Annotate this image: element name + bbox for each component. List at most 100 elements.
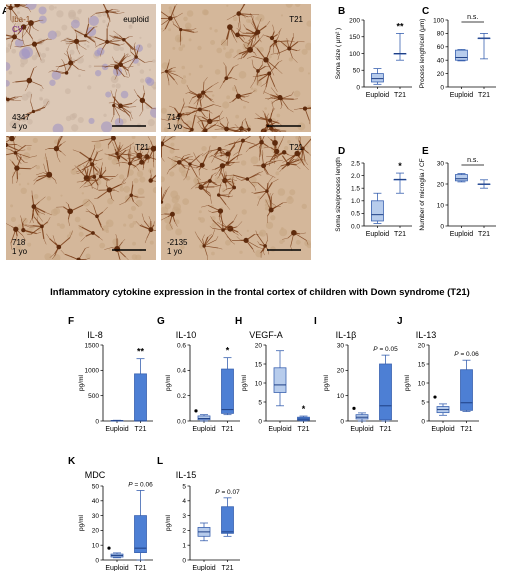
chart-title: IL-13 xyxy=(416,330,437,340)
microglia-cell xyxy=(182,104,222,119)
microglia-cell xyxy=(293,106,311,125)
microglia-cell xyxy=(166,153,194,175)
microglia-cell xyxy=(110,89,131,123)
y-tick-label: 0.0 xyxy=(177,418,186,425)
box-euploid xyxy=(110,552,124,559)
box-body xyxy=(221,506,234,534)
y-tick-label: 0 xyxy=(421,418,425,425)
y-tick-label: 0 xyxy=(95,557,99,564)
box-euploid xyxy=(371,68,384,85)
y-axis-label: Soma size/process length xyxy=(335,157,342,232)
microglia-cell xyxy=(161,211,178,230)
outlier-point xyxy=(194,409,198,413)
significance-label: * xyxy=(398,161,402,171)
micrograph-cells xyxy=(161,4,311,132)
microglia-cell xyxy=(216,179,234,210)
chart-title: IL-1β xyxy=(336,330,357,340)
box-t21 xyxy=(477,179,491,189)
y-tick-label: 15 xyxy=(418,361,426,368)
microglia-cell xyxy=(219,62,239,89)
microglia-cell xyxy=(226,233,264,253)
chart-panel-c: C 0 20 40 60 80 100 Process length/cell (μm) Eup… xyxy=(419,6,496,99)
micrograph-cells xyxy=(161,136,311,260)
box-body xyxy=(221,368,234,414)
microglia-cell xyxy=(161,59,184,86)
x-tick-label: T21 xyxy=(460,426,472,433)
x-tick-label: T21 xyxy=(478,231,490,238)
microglia-cell xyxy=(76,159,99,190)
y-tick-label: 0 xyxy=(440,223,444,230)
y-axis-label: Process length/cell (μm) xyxy=(419,19,426,89)
box-body xyxy=(134,373,147,422)
microglia-cell xyxy=(263,87,283,110)
box-euploid xyxy=(455,49,468,62)
microglia-cell xyxy=(282,230,309,251)
y-axis-label: pg/ml xyxy=(323,375,330,391)
y-tick-label: 20 xyxy=(255,342,263,349)
y-tick-label: 10 xyxy=(337,393,345,400)
micrograph-t21-2135 xyxy=(161,136,311,260)
y-tick-label: 1500 xyxy=(85,342,100,349)
panel-letter-k: K xyxy=(68,456,76,467)
microglia-cell xyxy=(12,66,44,92)
microglia-cell xyxy=(254,101,282,132)
microglia-cell xyxy=(48,58,76,75)
microglia-cell xyxy=(282,136,309,171)
x-tick-label: Euploid xyxy=(105,426,128,433)
significance-label: * xyxy=(226,346,230,356)
microglia-cell xyxy=(92,178,127,202)
y-tick-label: 30 xyxy=(92,513,100,520)
y-tick-label: 2.5 xyxy=(351,160,360,167)
y-tick-label: 2 xyxy=(182,528,186,535)
panel-letter-c: C xyxy=(422,6,429,17)
outlier-point xyxy=(352,406,356,410)
microglia-cell xyxy=(260,110,279,132)
microglia-cell xyxy=(6,223,27,250)
micrograph-t21-718 xyxy=(6,136,156,260)
outlier-point xyxy=(433,395,437,399)
box-t21 xyxy=(393,172,407,194)
y-axis-label: pg/ml xyxy=(165,515,172,531)
stain-label-iba1: Iba-1 xyxy=(12,15,31,24)
chart-title: MDC xyxy=(85,470,106,480)
microglia-cell xyxy=(201,147,232,163)
panel-letter-h: H xyxy=(235,316,242,327)
microglia-cell xyxy=(251,176,279,206)
microglia-cell xyxy=(87,22,126,57)
stain-label-cv: CV xyxy=(12,25,24,34)
x-tick-label: Euploid xyxy=(431,426,454,433)
box-euploid xyxy=(355,412,369,422)
x-tick-label: Euploid xyxy=(268,426,291,433)
x-tick-label: Euploid xyxy=(192,426,215,433)
significance-label: P = 0.05 xyxy=(373,346,398,353)
microglia-cell xyxy=(135,213,156,244)
microglia-cell xyxy=(209,214,238,245)
x-tick-label: T21 xyxy=(134,426,146,433)
box-euploid xyxy=(110,419,124,422)
x-tick-label: T21 xyxy=(394,92,406,99)
y-tick-label: 20 xyxy=(92,528,100,535)
microglia-cell xyxy=(233,117,251,132)
x-tick-label: Euploid xyxy=(350,426,373,433)
panel-letter-g: G xyxy=(157,316,165,327)
y-tick-label: 5 xyxy=(258,399,262,406)
significance-label: n.s. xyxy=(467,157,478,164)
significance-label: ** xyxy=(137,347,145,357)
significance-label: P = 0.06 xyxy=(454,351,479,358)
box-body xyxy=(197,415,211,421)
box-t21 xyxy=(221,357,234,416)
y-tick-label: 60 xyxy=(437,44,445,51)
y-tick-label: 100 xyxy=(433,17,444,24)
micrograph-age-1: 1 yo xyxy=(167,122,183,131)
y-tick-label: 1.5 xyxy=(351,186,360,193)
x-tick-label: T21 xyxy=(134,565,146,571)
microglia-cell xyxy=(224,136,258,160)
micrograph-age-2: 1 yo xyxy=(12,247,28,256)
microglia-cell xyxy=(6,96,23,102)
micrograph-condition-3: T21 xyxy=(289,143,303,152)
x-tick-label: Euploid xyxy=(366,231,389,238)
y-tick-label: 100 xyxy=(349,51,360,58)
box-body xyxy=(455,49,468,61)
micrograph-case-0: 4347 xyxy=(12,113,30,122)
microglia-cell xyxy=(46,230,74,260)
